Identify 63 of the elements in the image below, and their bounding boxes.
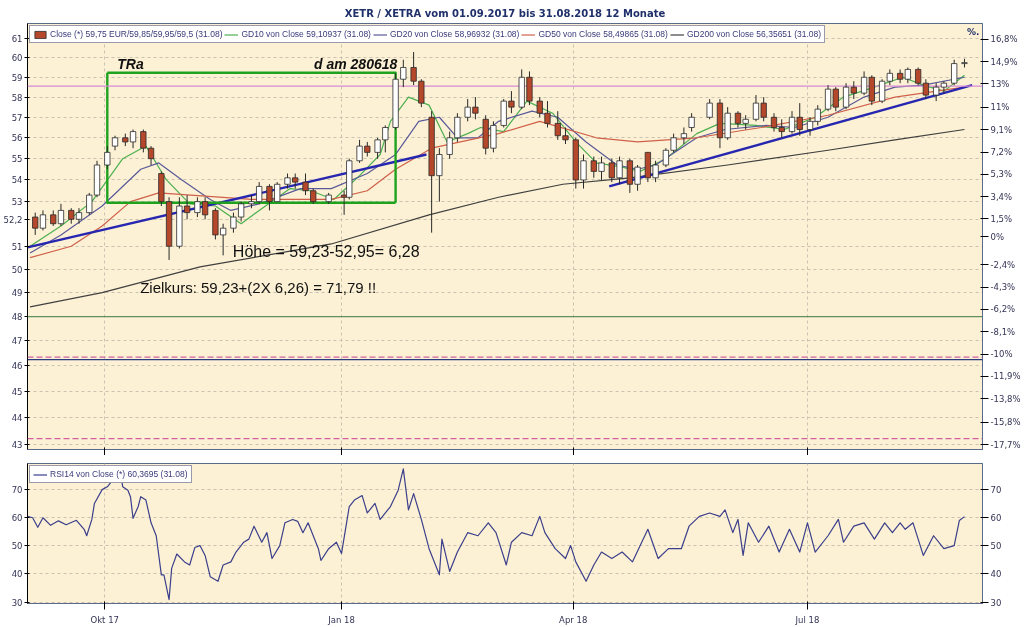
- y2-tick-label: 40: [990, 569, 1002, 580]
- y-tick-label: 53: [11, 197, 23, 208]
- y-tick-label: 61: [11, 34, 23, 45]
- y-tick-label: 59: [11, 72, 23, 83]
- legend-label: GD200 von Close 56,35651 (31.08): [686, 29, 822, 39]
- y-tick-label: 52,2: [3, 214, 23, 225]
- chart-title: XETR / XETRA vom 01.09.2017 bis 31.08.2018 12 Monate: [344, 7, 666, 19]
- annotation: TRa: [117, 56, 144, 73]
- y2-tick-label: 30: [990, 597, 1002, 608]
- x-tick-label: Jul 18: [794, 614, 820, 625]
- y-tick-label: 45: [11, 386, 23, 397]
- y2-tick-label: 3,4%: [990, 191, 1013, 202]
- y2-tick-label: -11,9%: [990, 371, 1021, 382]
- y-tick-label: 56: [11, 133, 23, 144]
- y2-tick-label: 13%: [990, 78, 1010, 89]
- y-tick-label: 46: [11, 361, 23, 372]
- legend-label: GD50 von Close 58,49865 (31.08): [538, 29, 668, 39]
- y2-tick-label: 60: [990, 513, 1002, 524]
- x-tick-label: Okt 17: [90, 614, 119, 625]
- y2-tick-label: 16,8%: [990, 34, 1018, 45]
- y2-tick-label: 70: [990, 485, 1002, 496]
- y-tick-label: 50: [11, 541, 23, 552]
- y2-tick-label: -2,4%: [990, 259, 1016, 270]
- y-tick-label: 55: [11, 154, 23, 165]
- y-tick-label: 57: [11, 112, 23, 123]
- y2-tick-label: 9,1%: [990, 124, 1013, 135]
- y-tick-label: 60: [11, 53, 23, 64]
- y2-tick-label: 1,5%: [990, 213, 1013, 224]
- y-tick-label: 48: [11, 312, 23, 323]
- y2-tick-label: 7,2%: [990, 147, 1013, 158]
- x-tick-label: Jan 18: [327, 614, 355, 625]
- legend-label: Close (*) 59,75 EUR/59,85/59,95/59,5 (31.08): [50, 29, 223, 39]
- legend-label: GD10 von Close 59,10937 (31.08): [241, 29, 371, 39]
- y-tick-label: 60: [11, 513, 23, 524]
- annotation: Zielkurs: 59,23+(2X 6,26) = 71,79 !!: [140, 279, 377, 297]
- y2-tick-label: -4,3%: [990, 282, 1016, 293]
- y2-tick-label: -17,7%: [990, 439, 1021, 450]
- y2-tick-label: -6,2%: [990, 304, 1016, 315]
- y2-tick-label: 5,3%: [990, 169, 1013, 180]
- y-tick-label: 50: [11, 264, 23, 275]
- y-tick-label: 30: [11, 597, 23, 608]
- y-tick-label: 51: [11, 241, 23, 252]
- y2-tick-label: 0%: [990, 231, 1004, 242]
- y2-tick-label: -10%: [990, 349, 1013, 360]
- legend-label: GD20 von Close 58,96932 (31.08): [389, 29, 520, 39]
- y2-tick-label: 11%: [990, 102, 1010, 113]
- y-tick-label: 47: [11, 336, 23, 347]
- y-tick-label: 43: [11, 439, 23, 450]
- y2-tick-label: -15,8%: [990, 417, 1021, 428]
- x-tick-label: Apr 18: [559, 614, 588, 625]
- y2-axis-title: %.: [967, 26, 980, 37]
- y-tick-label: 44: [11, 412, 23, 423]
- y-tick-label: 70: [11, 485, 23, 496]
- y-tick-label: 49: [11, 288, 23, 299]
- y-tick-label: 54: [11, 175, 23, 186]
- y-tick-label: 58: [11, 92, 23, 103]
- y-tick-label: 40: [11, 569, 23, 580]
- y2-tick-label: 50: [990, 541, 1002, 552]
- y2-tick-label: -8,1%: [990, 326, 1016, 337]
- legend-label: RSI14 von Close (*) 60,3695 (31.08): [50, 469, 188, 479]
- y2-tick-label: -13,8%: [990, 393, 1021, 404]
- y2-tick-label: 14,9%: [990, 56, 1018, 67]
- annotation: d am 280618: [314, 56, 398, 73]
